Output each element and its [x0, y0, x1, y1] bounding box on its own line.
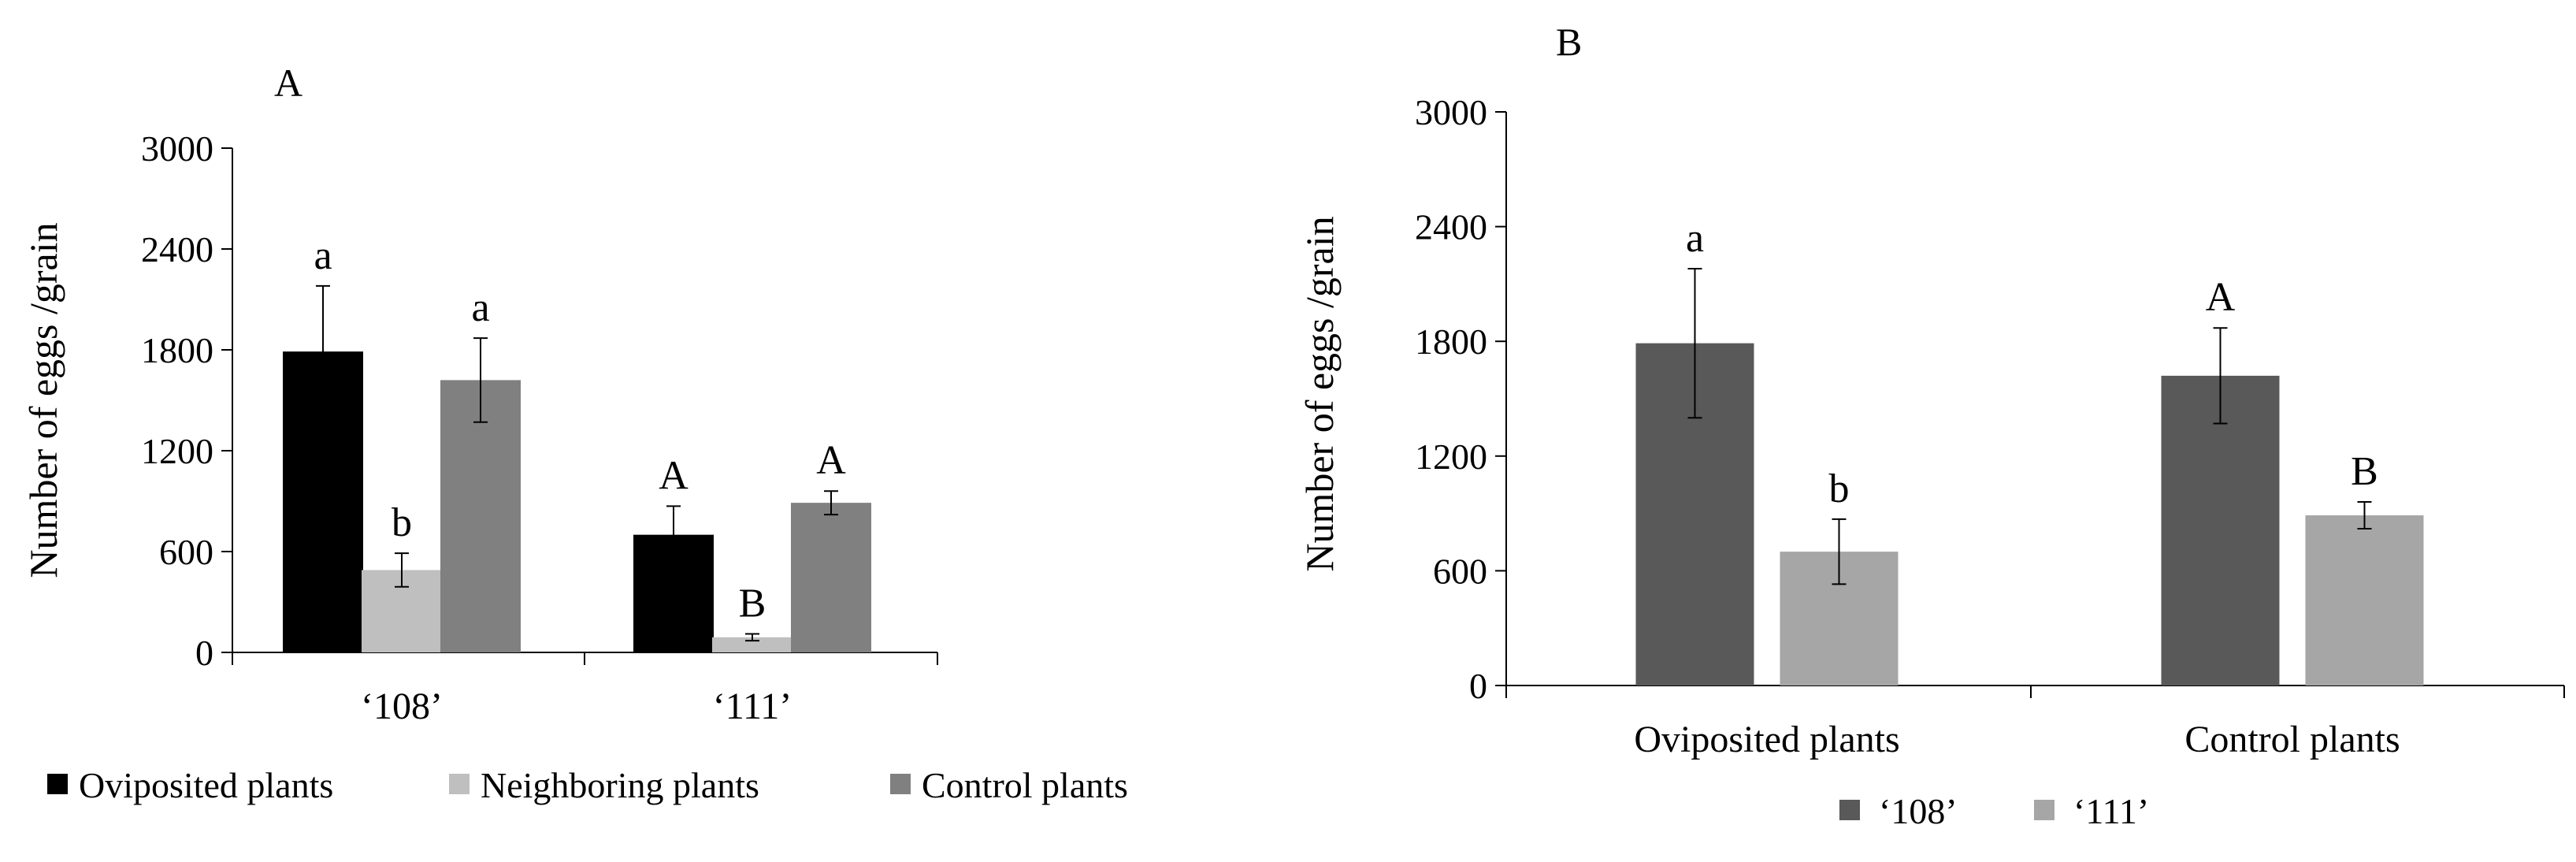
panel-b-label: B [1556, 20, 1582, 64]
panel-a-legend-label: Neighboring plants [481, 765, 759, 805]
panel-a-bar [712, 637, 792, 652]
panel-a-bar [440, 380, 521, 652]
panel-a-y-tick-label: 2400 [141, 229, 213, 269]
panel-b-legend-swatch [2034, 800, 2054, 820]
panel-a-significance-letter: a [471, 285, 489, 330]
panel-a-y-tick-label: 1800 [141, 330, 213, 370]
panel-a-y-tick-label: 600 [159, 532, 213, 572]
panel-a-y-tick-label: 1200 [141, 431, 213, 471]
panel-b-category-label: Control plants [2184, 719, 2400, 760]
panel-a-category-label: ‘108’ [361, 686, 443, 727]
panel-a-y-tick-label: 3000 [141, 128, 213, 169]
panel-b-y-label: Number of eggs /grain [1297, 216, 1342, 571]
panel-a-legend-label: Control plants [922, 765, 1128, 805]
panel-a-category-label: ‘111’ [713, 686, 792, 727]
panel-a-significance-letter: B [739, 581, 766, 626]
panel-a-y-tick-label: 0 [195, 633, 213, 673]
panel-b-bar [2161, 375, 2280, 686]
panel-b-y-tick-label: 3000 [1415, 92, 1487, 132]
panel-b-bar [2305, 515, 2424, 686]
panel-a-legend-label: Oviposited plants [79, 765, 333, 805]
panel-a-significance-letter: b [392, 500, 412, 545]
panel-a-label: A [274, 61, 303, 105]
panel-a-bar [791, 503, 871, 652]
panel-b-significance-letter: a [1686, 216, 1704, 261]
panel-b-significance-letter: b [1829, 466, 1850, 511]
panel-b-y-tick-label: 1200 [1415, 437, 1487, 477]
panel-b-category-label: Oviposited plants [1634, 719, 1899, 760]
panel-b-y-tick-label: 1800 [1415, 321, 1487, 362]
panel-a-significance-letter: a [314, 233, 332, 278]
panel-b-significance-letter: A [2206, 275, 2236, 320]
panel-a-significance-letter: A [659, 453, 689, 498]
panel-a-legend-swatch [890, 774, 911, 794]
panel-b-y-tick-label: 0 [1469, 666, 1487, 706]
panel-b-y-tick-label: 600 [1433, 551, 1487, 591]
panel-b-legend-swatch [1839, 800, 1860, 820]
panel-b-y-tick-label: 2400 [1415, 207, 1487, 247]
panel-b-significance-letter: B [2351, 449, 2378, 494]
panel-a-significance-letter: A [816, 438, 846, 483]
panel-b-legend-label: ‘111’ [2073, 791, 2149, 831]
panel-a-legend-swatch [449, 774, 470, 794]
panel-b-legend-label: ‘108’ [1879, 791, 1958, 831]
panel-a-y-label: Number of eggs /grain [21, 222, 65, 578]
panel-a-legend-swatch [47, 774, 68, 794]
